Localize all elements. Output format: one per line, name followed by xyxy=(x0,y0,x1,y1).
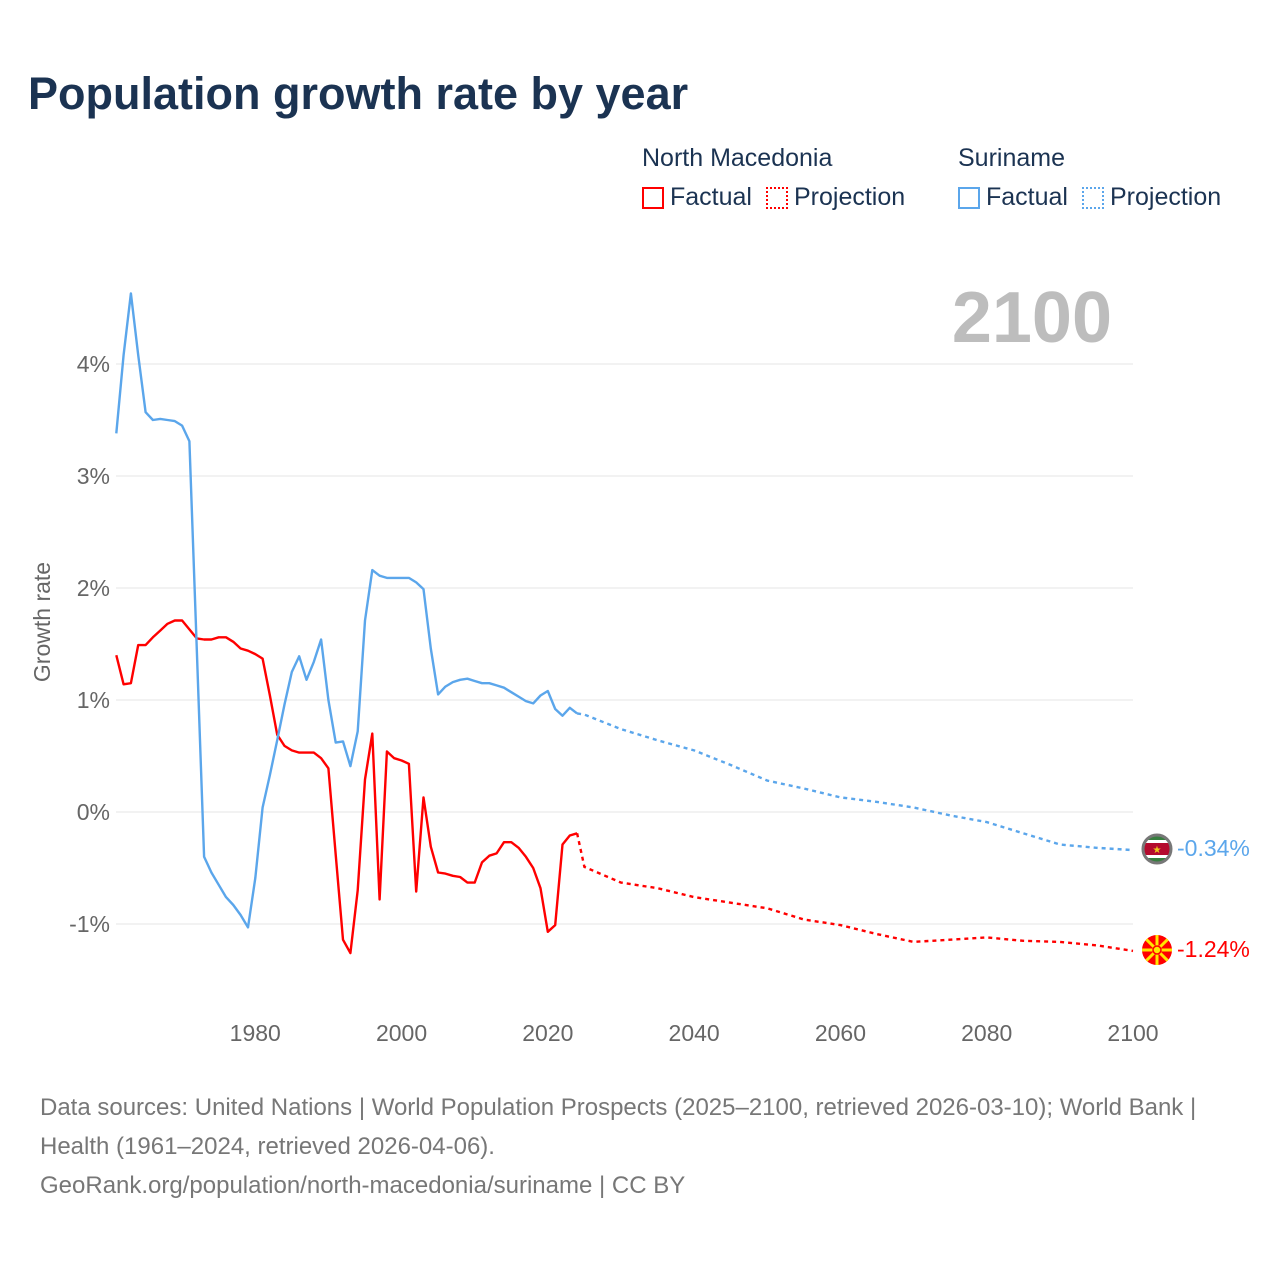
y-tick-label: 0% xyxy=(77,799,110,825)
north-macedonia-end-label: -1.24% xyxy=(1177,936,1250,962)
legend-factual[interactable]: Factual xyxy=(958,183,1068,212)
suriname-factual-line xyxy=(115,292,578,929)
legend-label: Projection xyxy=(793,183,906,211)
footer: Data sources: United Nations | World Pop… xyxy=(40,1088,1240,1205)
legend-factual[interactable]: Factual xyxy=(642,183,752,212)
y-axis-label: Growth rate xyxy=(29,562,55,682)
x-tick-label: 2040 xyxy=(669,1020,720,1046)
y-tick-label: 4% xyxy=(77,351,110,377)
x-tick-label: 2000 xyxy=(376,1020,427,1046)
y-tick-label: 1% xyxy=(77,687,110,713)
data-sources: Data sources: United Nations | World Pop… xyxy=(40,1094,1197,1160)
legend-country: North Macedonia xyxy=(642,144,833,172)
x-tick-label: 2100 xyxy=(1107,1020,1158,1046)
swatch-solid xyxy=(958,186,980,209)
north-macedonia-factual-line xyxy=(115,619,578,955)
y-tick-label: 3% xyxy=(77,463,110,489)
legend-projection[interactable]: Projection xyxy=(1081,183,1222,212)
x-tick-label: 1980 xyxy=(230,1020,281,1046)
x-tick-label: 2080 xyxy=(961,1020,1012,1046)
y-tick-label: -1% xyxy=(69,911,110,937)
suriname-flag-icon: ★ xyxy=(1141,833,1173,865)
source-link[interactable]: GeoRank.org/population/north-macedonia/s… xyxy=(40,1172,686,1199)
y-tick-label: 2% xyxy=(77,575,110,601)
suriname-end-label: -0.34% xyxy=(1177,835,1250,861)
suriname-projection-line xyxy=(576,712,1134,852)
year-display: 2100 xyxy=(952,278,1112,358)
x-tick-label: 2020 xyxy=(522,1020,573,1046)
legend-label: Projection xyxy=(1109,183,1222,211)
legend-suriname: Suriname Factual Projection xyxy=(958,144,1221,212)
svg-text:★: ★ xyxy=(1153,845,1162,856)
swatch-dotted xyxy=(765,186,788,209)
legend-north-macedonia: North Macedonia Factual Projection xyxy=(642,144,905,212)
north-macedonia-flag-icon xyxy=(1142,935,1172,965)
legend-label: Factual xyxy=(986,183,1068,211)
x-tick-label: 2060 xyxy=(815,1020,866,1046)
legend-label: Factual xyxy=(670,183,752,211)
legend-country: Suriname xyxy=(958,144,1065,172)
swatch-solid xyxy=(642,186,664,209)
north-macedonia-projection-line xyxy=(575,833,1134,953)
swatch-dotted xyxy=(1081,186,1104,209)
legend-projection[interactable]: Projection xyxy=(765,183,906,212)
chart-title: Population growth rate by year xyxy=(28,68,689,119)
